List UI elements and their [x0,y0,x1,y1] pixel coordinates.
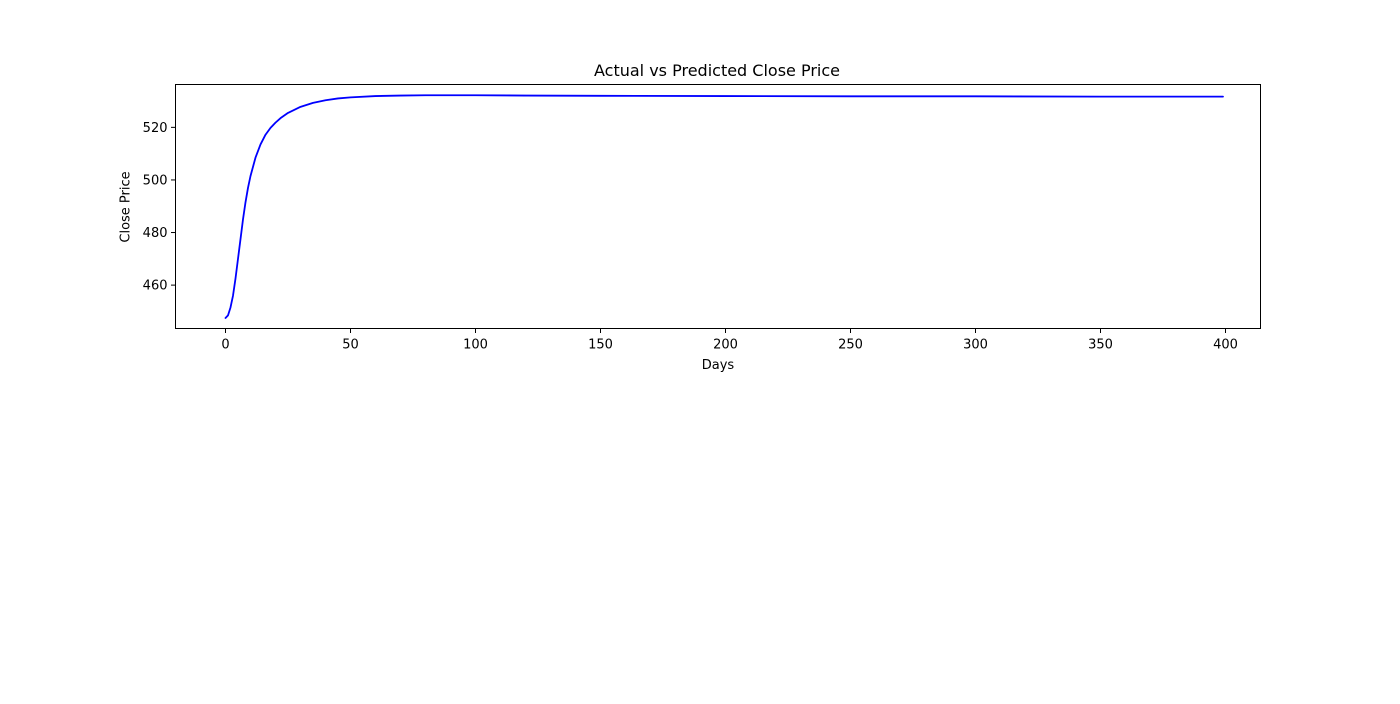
y-axis-label: Close Price [119,171,134,242]
x-tick-label: 350 [1088,338,1113,353]
plot-area-frame [175,84,1261,329]
y-tick-label: 500 [143,173,168,188]
y-tick-label: 460 [143,279,168,294]
x-axis-ticks: 0 50 100 150 200 250 300 350 400 [221,328,1238,353]
y-tick-label: 480 [143,226,168,241]
y-axis-ticks: 460 480 500 520 [143,121,176,294]
chart-title: Actual vs Predicted Close Price [594,61,840,80]
x-tick-label: 100 [463,338,488,353]
x-tick-label: 50 [342,338,359,353]
x-tick-label: 400 [1213,338,1238,353]
x-tick-label: 300 [963,338,988,353]
x-tick-label: 150 [588,338,613,353]
close-price-line [224,94,1224,319]
x-tick-label: 250 [838,338,863,353]
x-tick-label: 0 [221,338,229,353]
x-tick-label: 200 [713,338,738,353]
series-group [224,94,1224,319]
x-axis-label: Days [702,358,735,373]
y-tick-label: 520 [143,121,168,136]
